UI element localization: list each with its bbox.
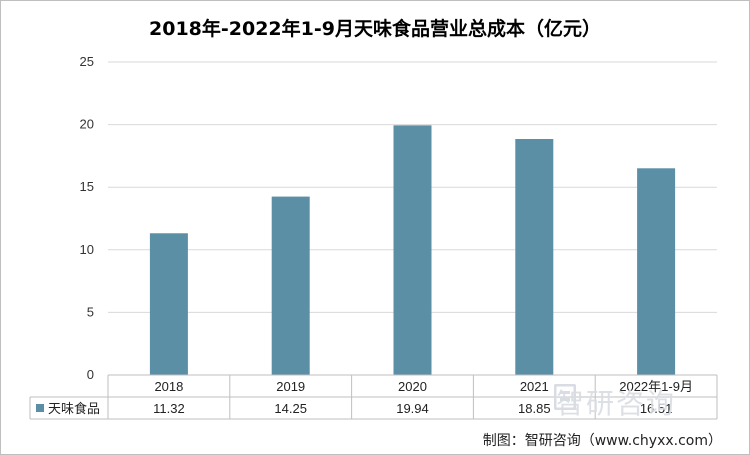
category-label: 2019 [276,379,305,394]
y-tick-label: 20 [80,117,94,132]
watermark-text: 智研咨询 [556,387,677,420]
data-label: 16.51 [640,401,673,416]
source-note: 制图：智研咨询（www.chyxx.com） [482,433,722,449]
category-label: 2021 [520,379,549,394]
data-label: 18.85 [518,401,551,416]
data-label: 14.25 [274,401,307,416]
y-tick-label: 0 [87,367,94,382]
category-label: 2020 [398,379,427,394]
bar [637,168,676,375]
data-label: 19.94 [396,401,429,416]
bar [515,138,554,375]
y-tick-label: 15 [80,179,94,194]
y-tick-label: 25 [80,54,94,69]
chart-title: 2018年-2022年1-9月天味食品营业总成本（亿元） [149,18,601,40]
y-tick-label: 10 [80,242,94,257]
bar [149,233,188,375]
category-label: 2018 [154,379,183,394]
bar [271,196,310,375]
legend-swatch [36,404,44,412]
watermark-logo-icon [554,384,576,410]
data-label: 11.32 [153,401,185,416]
category-label: 2022年1-9月 [619,379,693,394]
y-tick-label: 5 [87,304,94,319]
bar [393,125,432,375]
series-name: 天味食品 [48,401,100,416]
